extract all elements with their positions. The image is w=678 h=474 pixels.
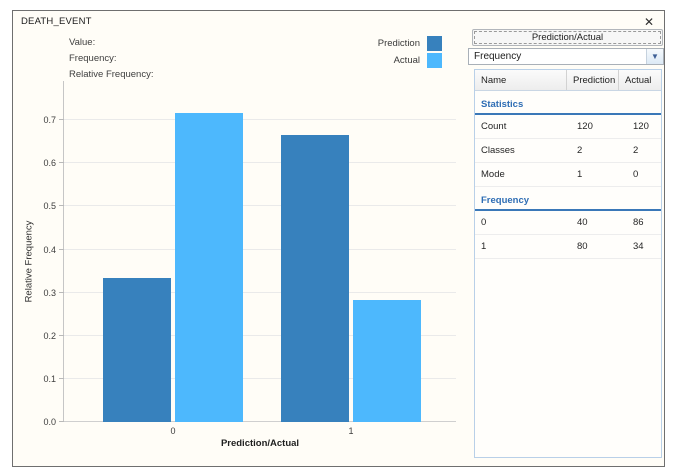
gridline	[64, 249, 456, 250]
hover-frequency-label: Frequency:	[69, 53, 117, 64]
bar-prediction-0[interactable]	[103, 278, 171, 422]
y-tick-mark	[59, 292, 64, 293]
table-section-statistics: Statistics	[475, 91, 661, 115]
cell-prediction: 80	[577, 241, 588, 252]
y-tick-label: 0.5	[43, 201, 56, 211]
cell-actual: 34	[633, 241, 644, 252]
hover-value-label: Value:	[69, 37, 96, 48]
column-header-prediction[interactable]: Prediction	[567, 70, 619, 90]
cell-actual: 120	[633, 121, 649, 132]
hover-info: Value: Frequency: Relative Frequency:	[69, 35, 153, 83]
x-tick-label: 1	[348, 426, 354, 436]
y-tick-mark	[59, 335, 64, 336]
gridline	[64, 162, 456, 163]
bar-actual-0[interactable]	[175, 113, 243, 422]
legend-label: Prediction	[377, 38, 420, 49]
legend-item-prediction[interactable]: Prediction	[310, 36, 442, 51]
gridline	[64, 205, 456, 206]
column-header-name[interactable]: Name	[475, 70, 567, 90]
cell-prediction: 2	[577, 145, 583, 156]
frequency-dropdown[interactable]: Frequency ▼	[468, 48, 664, 65]
y-tick-label: 0.1	[43, 374, 56, 384]
hover-relative-frequency-label: Relative Frequency:	[69, 69, 154, 80]
chart-window: DEATH_EVENT ✕ Value: Frequency: Relative…	[12, 10, 665, 467]
y-tick-label: 0.2	[43, 331, 56, 341]
gridline	[64, 335, 456, 336]
dropdown-selected-value: Frequency	[474, 51, 522, 62]
y-tick-mark	[59, 249, 64, 250]
gridline	[64, 378, 456, 379]
bar-prediction-1[interactable]	[281, 135, 349, 422]
legend-swatch-icon	[427, 53, 442, 68]
y-tick-label: 0.3	[43, 288, 56, 298]
y-tick-mark	[59, 378, 64, 379]
y-tick-mark	[59, 205, 64, 206]
cell-name: Count	[481, 121, 507, 132]
y-tick-mark	[59, 119, 64, 120]
x-axis-line	[60, 421, 456, 422]
table-row: Mode 1 0	[475, 163, 661, 187]
statistics-table: Name Prediction Actual Statistics Count 12…	[474, 69, 662, 458]
y-tick-label: 0.6	[43, 158, 56, 168]
y-tick-label: 0.7	[43, 115, 56, 125]
gridline	[64, 119, 456, 120]
table-header-row: Name Prediction Actual	[475, 70, 661, 91]
y-tick-label: 0.0	[43, 417, 56, 427]
cell-prediction: 40	[577, 217, 588, 228]
chart-legend: Prediction Actual	[310, 36, 442, 70]
table-section-frequency: Frequency	[475, 187, 661, 211]
gridline	[64, 292, 456, 293]
table-body: Statistics Count 120 120 Classes 2 2 Mode 1 0 Freq…	[475, 91, 661, 259]
y-tick-mark	[59, 421, 64, 422]
window-title: DEATH_EVENT	[21, 16, 92, 27]
x-tick-label: 0	[170, 426, 176, 436]
cell-prediction: 120	[577, 121, 593, 132]
cell-name: Classes	[481, 145, 515, 156]
table-row: Classes 2 2	[475, 139, 661, 163]
plot-area: Relative Frequency Prediction/Actual 0.0…	[24, 81, 456, 449]
bar-actual-1[interactable]	[353, 300, 421, 422]
legend-item-actual[interactable]: Actual	[310, 53, 442, 68]
chevron-down-icon[interactable]: ▼	[646, 49, 663, 64]
table-row: 0 40 86	[475, 211, 661, 235]
table-row: 1 80 34	[475, 235, 661, 259]
cell-prediction: 1	[577, 169, 583, 180]
y-tick-mark	[59, 162, 64, 163]
cell-name: Mode	[481, 169, 505, 180]
x-axis-label: Prediction/Actual	[220, 438, 300, 449]
cell-name: 0	[481, 217, 487, 228]
cell-actual: 0	[633, 169, 639, 180]
y-tick-label: 0.4	[43, 245, 56, 255]
column-header-actual[interactable]: Actual	[625, 74, 652, 86]
close-icon[interactable]: ✕	[643, 15, 655, 29]
cell-name: 1	[481, 241, 487, 252]
cell-actual: 86	[633, 217, 644, 228]
legend-swatch-icon	[427, 36, 442, 51]
cell-actual: 2	[633, 145, 639, 156]
table-row: Count 120 120	[475, 115, 661, 139]
prediction-actual-button[interactable]: Prediction/Actual	[472, 29, 663, 46]
legend-label: Actual	[393, 55, 420, 66]
